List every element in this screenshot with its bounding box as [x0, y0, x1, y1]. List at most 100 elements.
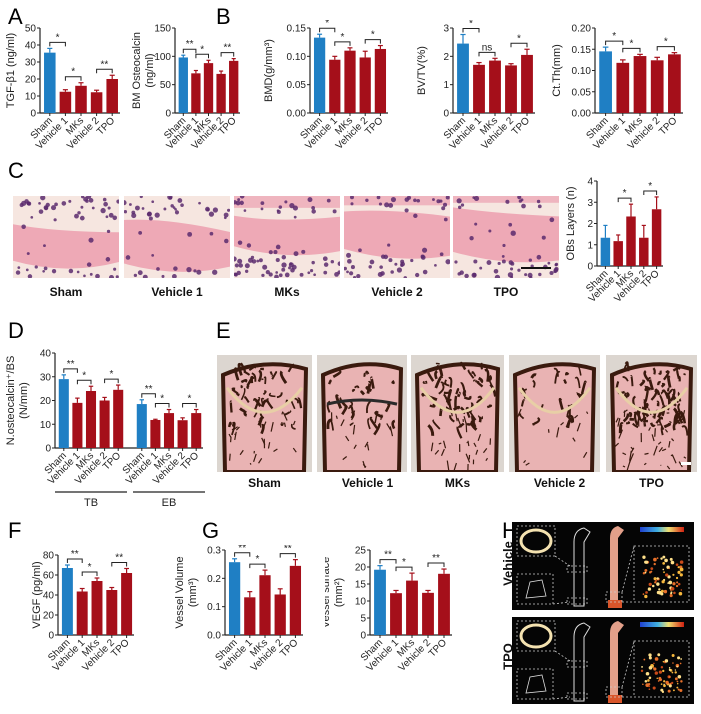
y-axis-label-unit: (N/mm) [18, 382, 30, 419]
significance-label: * [187, 394, 191, 405]
y-tick-label: 30 [25, 58, 37, 69]
significance-label: * [325, 20, 329, 29]
femur-outline [573, 527, 591, 607]
bar [313, 37, 326, 113]
y-tick-label: 0.20 [572, 24, 592, 35]
microct-tpo [512, 617, 694, 704]
significance-label: * [648, 181, 652, 192]
y-tick-label: 20 [43, 611, 55, 622]
bar [374, 569, 386, 635]
bar [177, 420, 188, 448]
bar [75, 85, 87, 113]
group-label: TB [84, 497, 98, 509]
he-label: MKs [274, 285, 300, 299]
significance-label: * [469, 20, 473, 30]
significance-label: * [56, 32, 60, 43]
he-label: Vehicle 2 [371, 285, 423, 299]
bar [178, 57, 188, 113]
y-tick-label: 0 [48, 631, 54, 642]
vk-label: MKs [444, 476, 471, 490]
bar [150, 419, 161, 448]
vk-image-vehicle1 [317, 355, 407, 472]
bar [289, 565, 302, 635]
bar [244, 597, 256, 635]
y-tick-label: 0.15 [572, 45, 592, 56]
y-axis-label: BM Osteocalcin [131, 32, 143, 109]
bar [72, 402, 83, 448]
bar [616, 62, 630, 113]
bar [633, 56, 647, 113]
bar [344, 50, 356, 113]
vk-image-vehicle2 [509, 355, 600, 472]
x-tick-label: TPO [278, 637, 300, 659]
y-tick-label: 0.05 [287, 80, 307, 91]
x-tick-label: TPO [109, 637, 131, 659]
y-tick-label: 2 [443, 52, 449, 63]
bar [191, 73, 201, 113]
panel-label-d: D [8, 318, 24, 343]
y-tick-label: 2 [587, 219, 593, 230]
bar [521, 54, 533, 113]
y-tick-label: 20 [40, 396, 52, 407]
y-tick-label: 0 [360, 631, 366, 642]
bar [121, 573, 133, 635]
vk-label: TPO [639, 476, 664, 490]
significance-label: * [109, 369, 113, 380]
bar [259, 575, 271, 635]
vk-label: Vehicle 1 [341, 476, 394, 490]
bar [274, 594, 286, 635]
bar [600, 237, 611, 266]
significance-label: ** [186, 39, 194, 50]
y-tick-label: 0.00 [287, 109, 307, 120]
bar [329, 59, 341, 113]
bar [668, 54, 681, 113]
y-tick-label: 150 [154, 24, 171, 35]
significance-label: ** [284, 545, 292, 555]
bar [639, 237, 649, 266]
vk-label: Vehicle 2 [533, 476, 586, 490]
color-scale-bar [640, 527, 684, 532]
bar [599, 51, 612, 113]
y-tick-label: 0.0 [207, 631, 221, 642]
y-axis-label: OBs Layers (n) [565, 187, 577, 261]
bar [650, 60, 664, 113]
vk-label: Sham [248, 476, 281, 490]
microct-render [516, 620, 690, 703]
microct-vehicle [512, 522, 694, 610]
y-tick-label: 0.3 [207, 546, 221, 557]
y-axis-label: N.osteocalcin⁺/BS [5, 356, 17, 446]
bar [473, 64, 485, 113]
significance-label: ** [71, 549, 79, 560]
bar [99, 400, 110, 448]
bar [85, 391, 97, 448]
panel-label-e: E [216, 318, 231, 343]
vk-texture [509, 355, 600, 472]
y-tick-label: 40 [40, 349, 52, 360]
y-tick-label: 0.2 [207, 574, 221, 585]
significance-label: * [71, 67, 75, 78]
y-axis-label: Vessel surface [325, 557, 332, 629]
y-axis-label: BV/TV(%) [416, 46, 428, 95]
y-tick-label: 0 [587, 262, 593, 273]
significance-label: ** [101, 59, 109, 70]
significance-label: * [200, 44, 204, 55]
significance-label: * [88, 562, 92, 573]
significance-label: * [255, 554, 259, 565]
y-axis-label: Vessel Volume [174, 556, 186, 628]
bar [613, 241, 623, 266]
y-tick-label: 10 [355, 597, 367, 608]
he-label: Vehicle 1 [151, 285, 203, 299]
vk-image-mks [411, 355, 504, 472]
bar [163, 413, 175, 448]
bar [216, 73, 226, 113]
vk-texture [606, 355, 697, 472]
y-axis-label: TGF-β1 (ng/ml) [5, 33, 17, 108]
significance-label: * [517, 33, 521, 44]
bar [390, 593, 402, 635]
bar [374, 48, 387, 113]
x-tick-label: TPO [95, 115, 117, 137]
